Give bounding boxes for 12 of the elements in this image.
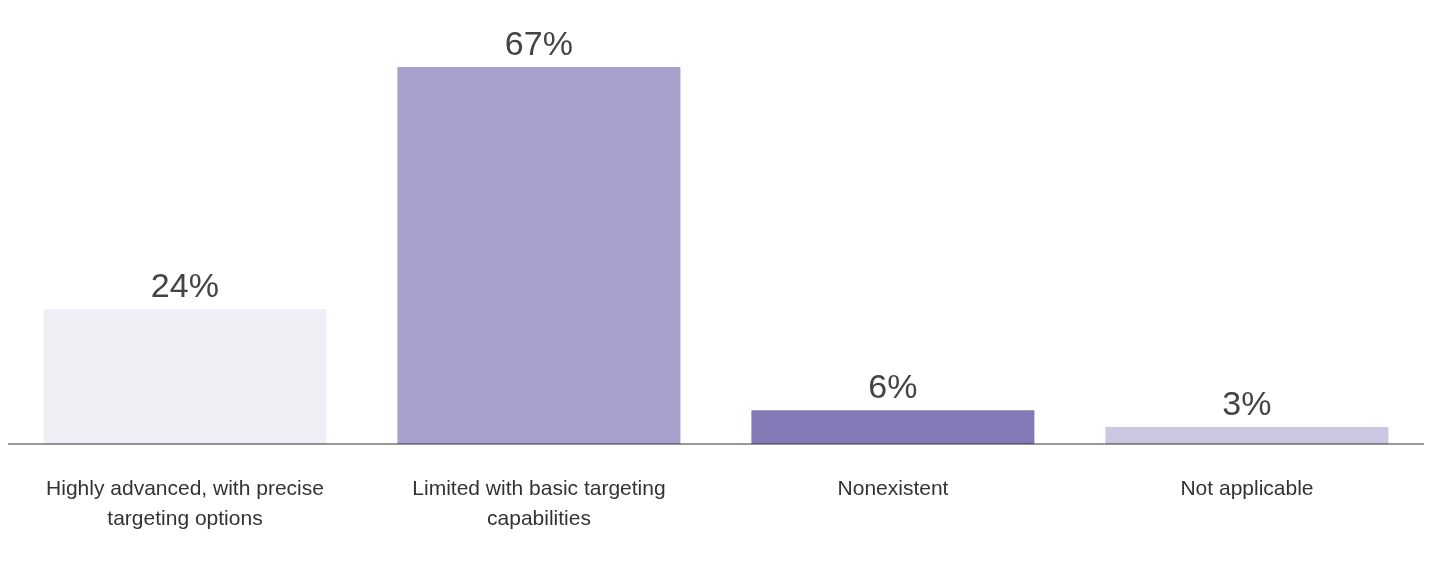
bar (1105, 427, 1389, 444)
bar (43, 308, 327, 444)
bar (751, 410, 1035, 444)
data-label: 3% (1222, 384, 1272, 423)
data-label: 67% (504, 24, 573, 62)
x-tick-label: Limited with basic targeting capabilities (412, 475, 666, 529)
bar (397, 67, 681, 444)
data-label: 24% (150, 265, 219, 304)
data-label: 6% (868, 367, 918, 406)
x-tick-label: Nonexistent (837, 475, 949, 499)
x-tick-label: Highly advanced, with precise targeting options (46, 475, 324, 529)
x-tick-label: Not applicable (1180, 475, 1314, 499)
